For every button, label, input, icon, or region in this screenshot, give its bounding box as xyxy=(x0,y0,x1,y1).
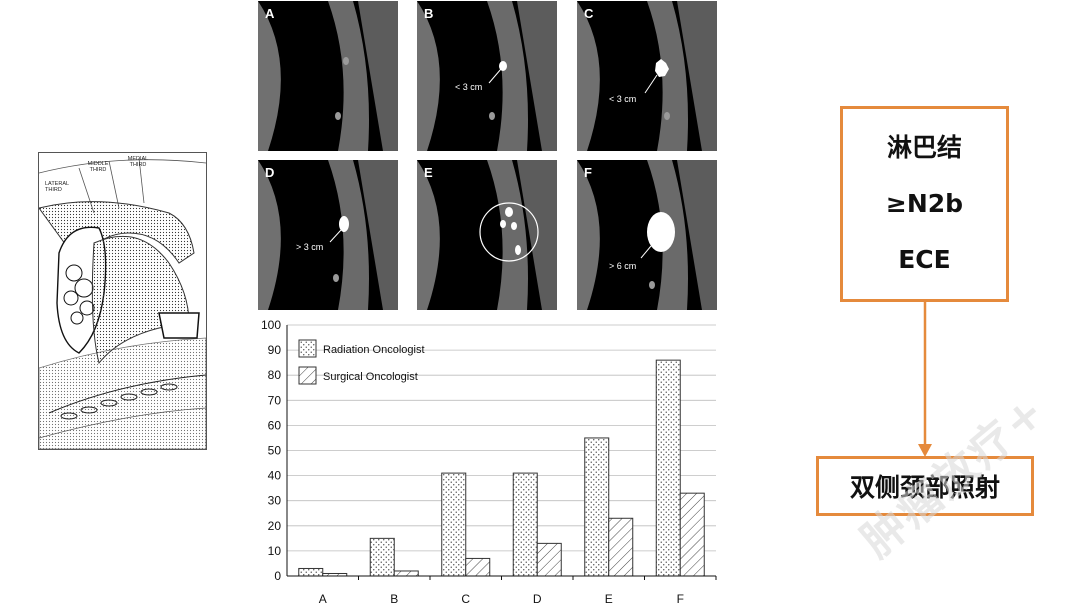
medial-third-label: MEDIAL THIRD xyxy=(127,156,149,168)
flow-arrow xyxy=(918,302,932,457)
y-tick-label: 20 xyxy=(268,519,282,533)
ct-panel-c: C < 3 cm xyxy=(577,1,717,151)
legend-label: Radiation Oncologist xyxy=(323,344,425,356)
bar-surgical xyxy=(536,542,562,577)
y-tick-label: 90 xyxy=(268,343,282,357)
bar-surgical xyxy=(393,570,419,577)
ct-panel-a: A xyxy=(258,1,398,151)
ct-panel-b: B < 3 cm xyxy=(417,1,557,151)
y-tick-label: 80 xyxy=(268,368,282,382)
y-tick-label: 70 xyxy=(268,393,282,407)
ct-panel-e: E xyxy=(417,160,557,310)
y-tick-label: 100 xyxy=(261,318,281,332)
y-tick-label: 40 xyxy=(268,469,282,483)
panel-letter-f: F xyxy=(584,165,592,180)
legend-swatch xyxy=(298,339,317,358)
panel-letter-d: D xyxy=(265,165,275,180)
criteria-line-ece: ECE xyxy=(898,245,951,274)
x-tick-label: A xyxy=(319,592,327,606)
legend-swatch xyxy=(298,366,317,385)
panel-letter-a: A xyxy=(265,6,275,21)
bar-radiation xyxy=(584,437,610,577)
y-tick-label: 50 xyxy=(268,444,282,458)
criteria-line-lymph-node: 淋巴结 xyxy=(886,133,962,162)
result-bilateral-neck-irradiation: 双侧颈部照射 xyxy=(849,473,1000,502)
x-tick-label: D xyxy=(533,592,542,606)
bar-surgical xyxy=(465,557,491,577)
result-box: 双侧颈部照射 xyxy=(816,456,1034,516)
lateral-third-label: LATERAL THIRD xyxy=(45,181,69,193)
node-size-label-c: < 3 cm xyxy=(609,94,637,104)
legend-label: Surgical Oncologist xyxy=(323,371,418,383)
ct-panel-f: F > 6 cm xyxy=(577,160,717,310)
node-size-label-d: > 3 cm xyxy=(296,242,324,252)
criteria-box: 淋巴结 ≥N2b ECE xyxy=(840,106,1009,302)
bar-radiation xyxy=(655,359,681,577)
criteria-line-n2b: ≥N2b xyxy=(885,189,964,218)
anatomy-illustration: LATERAL THIRD MIDDLE THIRD MEDIAL THIRD xyxy=(38,152,207,450)
y-tick-label: 30 xyxy=(268,494,282,508)
y-tick-label: 10 xyxy=(268,544,282,558)
bar-radiation xyxy=(369,537,395,577)
y-tick-label: 0 xyxy=(274,569,281,583)
bar-radiation xyxy=(298,567,324,577)
x-tick-label: E xyxy=(605,592,613,606)
panel-letter-c: C xyxy=(584,6,594,21)
bar-radiation xyxy=(441,472,467,577)
node-size-label-b: < 3 cm xyxy=(455,82,483,92)
node-size-label-f: > 6 cm xyxy=(609,261,637,271)
panel-letter-e: E xyxy=(424,165,433,180)
ct-panel-d: D > 3 cm xyxy=(258,160,398,310)
x-tick-label: F xyxy=(677,592,684,606)
bar-chart: 0 10 20 30 40 50 60 70 80 90 100 A B C D E F Radiation O… xyxy=(261,318,717,606)
bar-radiation xyxy=(512,472,538,577)
x-tick-label: C xyxy=(461,592,470,606)
bar-surgical xyxy=(608,517,634,577)
bar-surgical xyxy=(679,492,705,577)
panel-letter-b: B xyxy=(424,6,434,21)
middle-third-label: MIDDLE THIRD xyxy=(87,161,109,173)
y-tick-label: 60 xyxy=(268,418,282,432)
x-tick-label: B xyxy=(390,592,398,606)
